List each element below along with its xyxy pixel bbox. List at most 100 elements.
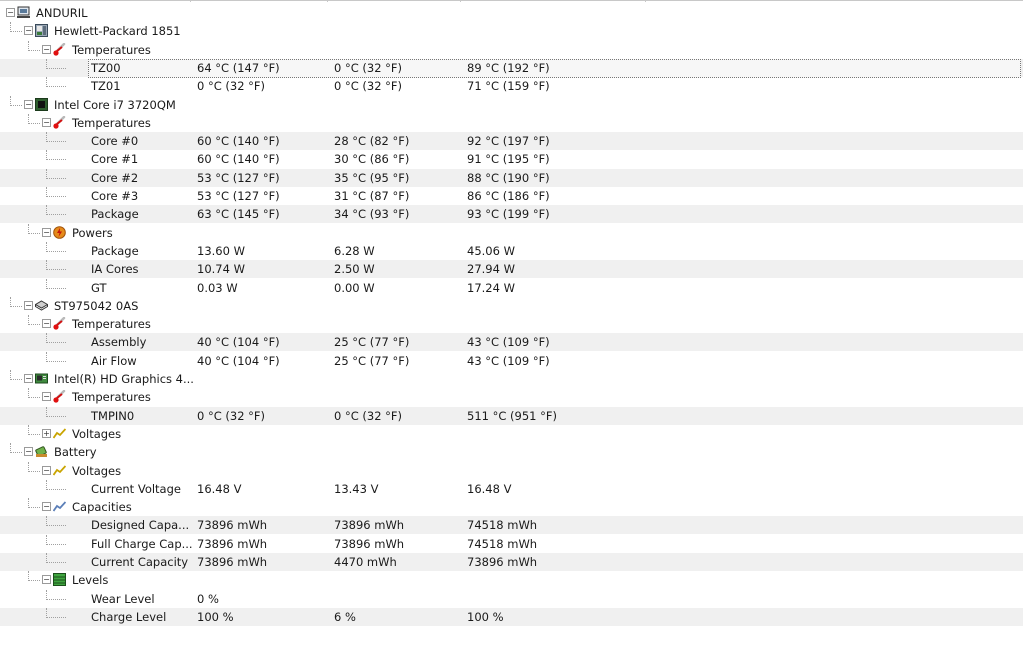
current-value: 73896 mWh <box>197 536 268 551</box>
collapse-toggle[interactable]: − <box>42 117 51 127</box>
sensor-row[interactable]: Air Flow 40 °C (104 °F) 25 °C (77 °F) 43 °C… <box>0 351 1023 370</box>
tree-node-row[interactable]: − Levels <box>0 571 1023 589</box>
tree-connector-line <box>46 616 66 618</box>
sensor-row[interactable]: Package 13.60 W 6.28 W 45.06 W <box>0 241 1023 260</box>
min-value: 6.28 W <box>334 243 375 258</box>
row-label-temperatures: Temperatures <box>72 115 151 130</box>
sensor-row[interactable]: Core #3 53 °C (127 °F) 31 °C (87 °F) 86 °C … <box>0 187 1023 205</box>
sensor-row[interactable]: TMPIN0 0 °C (32 °F) 0 °C (32 °F) 511 °C (95… <box>0 406 1023 425</box>
tree-node-row[interactable]: − Intel Core i7 3720QM <box>0 95 1023 114</box>
min-value: 2.50 W <box>334 262 375 277</box>
sensor-row[interactable]: Designed Capa... 73896 mWh 73896 mWh 74518 … <box>0 516 1023 535</box>
collapse-toggle[interactable]: − <box>42 502 51 512</box>
current-value: 60 °C (140 °F) <box>197 152 280 167</box>
collapse-toggle[interactable]: − <box>42 319 51 329</box>
tree-node-row[interactable]: − Intel(R) HD Graphics 4... <box>0 370 1023 388</box>
voltage-icon <box>52 427 67 440</box>
collapse-toggle[interactable]: − <box>42 227 51 237</box>
collapse-toggle[interactable]: − <box>42 575 51 585</box>
tree-node-row[interactable]: − Temperatures <box>0 388 1023 406</box>
tree-connector-line <box>46 287 66 289</box>
sensor-row[interactable]: TZ00 64 °C (147 °F) 0 °C (32 °F) 89 °C (192… <box>0 58 1023 78</box>
tree-node-row[interactable]: − Capacities <box>0 498 1023 516</box>
row-label-core-1: Core #1 <box>91 152 139 167</box>
tree-connector-line <box>10 370 11 380</box>
sensor-row[interactable]: Package 63 °C (145 °F) 34 °C (93 °F) 93 °C … <box>0 205 1023 224</box>
tree-connector-line <box>28 388 29 399</box>
tree-connector-line <box>10 104 22 106</box>
row-label-tmpin0: TMPIN0 <box>91 408 135 423</box>
tree-node-row[interactable]: − Powers <box>0 223 1023 242</box>
tree-node-row[interactable]: + Voltages <box>0 424 1023 443</box>
tree-node-row[interactable]: − Battery <box>0 443 1023 461</box>
max-value: 100 % <box>467 609 504 624</box>
max-value: 91 °C (195 °F) <box>467 152 550 167</box>
tree-connector-line <box>46 415 66 417</box>
max-value: 45.06 W <box>467 243 515 258</box>
column-separator[interactable] <box>460 0 461 2</box>
tree-node-row[interactable]: − Temperatures <box>0 113 1023 132</box>
current-value: 0 °C (32 °F) <box>197 408 266 423</box>
row-label-capacities: Capacities <box>72 500 132 515</box>
sensor-row[interactable]: Core #0 60 °C (140 °F) 28 °C (82 °F) 92 °C … <box>0 132 1023 151</box>
sensor-row[interactable]: Full Charge Cap... 73896 mWh 73896 mWh 7451… <box>0 534 1023 553</box>
tree-connector-line <box>10 379 22 380</box>
sensor-row[interactable]: TZ01 0 °C (32 °F) 0 °C (32 °F) 71 °C (159 °… <box>0 77 1023 95</box>
sensor-row[interactable]: Current Capacity 73896 mWh 4470 mWh 73896 m… <box>0 553 1023 571</box>
tree-connector-line <box>10 31 22 33</box>
min-value: 0 °C (32 °F) <box>334 408 403 423</box>
column-separator[interactable] <box>190 0 191 2</box>
column-header-border <box>0 0 1023 3</box>
collapse-toggle[interactable]: − <box>42 392 51 402</box>
sensor-row[interactable]: Core #2 53 °C (127 °F) 35 °C (95 °F) 88 °C … <box>0 168 1023 187</box>
column-separator[interactable] <box>327 0 328 2</box>
column-separator[interactable] <box>645 0 646 2</box>
row-label-charge-level: Charge Level <box>91 609 167 624</box>
tree-node-row[interactable]: − Temperatures <box>0 315 1023 333</box>
expand-toggle[interactable]: + <box>42 428 51 438</box>
collapse-toggle[interactable]: − <box>24 374 33 383</box>
tree-connector-line <box>10 22 11 33</box>
tree-connector-line <box>46 360 66 362</box>
tree-connector-line <box>46 351 47 362</box>
sensor-row[interactable]: GT 0.03 W 0.00 W 17.24 W <box>0 278 1023 297</box>
tree-connector-line <box>46 589 47 600</box>
sensor-row[interactable]: IA Cores 10.74 W 2.50 W 27.94 W <box>0 260 1023 279</box>
row-label-full-charge-cap: Full Charge Cap... <box>91 536 193 551</box>
current-value: 40 °C (104 °F) <box>197 335 280 350</box>
current-value: 0 °C (32 °F) <box>197 79 266 94</box>
current-value: 53 °C (127 °F) <box>197 189 280 203</box>
collapse-toggle[interactable]: − <box>24 99 33 109</box>
tree-node-row[interactable]: − ST975042 0AS <box>0 296 1023 315</box>
collapse-toggle[interactable]: − <box>24 447 33 457</box>
row-label-package: Package <box>91 243 139 258</box>
power-icon <box>53 225 66 239</box>
tree-connector-line <box>46 67 66 69</box>
tree-node-row[interactable]: − Temperatures <box>0 40 1023 59</box>
row-label-voltages: Voltages <box>72 463 122 478</box>
row-label-intel-r-hd-graphics-4: Intel(R) HD Graphics 4... <box>54 372 194 386</box>
tree-node-row[interactable]: − ANDURIL <box>0 4 1023 22</box>
tree-node-row[interactable]: − Hewlett-Packard 1851 <box>0 22 1023 40</box>
row-label-anduril: ANDURIL <box>36 6 88 20</box>
tree-node-row[interactable]: − Voltages <box>0 461 1023 480</box>
min-value: 31 °C (87 °F) <box>334 189 410 203</box>
collapse-toggle[interactable]: − <box>24 300 33 310</box>
tree-connector-line <box>46 150 47 161</box>
sensor-row[interactable]: Core #1 60 °C (140 °F) 30 °C (86 °F) 91 °C … <box>0 150 1023 168</box>
sensor-row[interactable]: Charge Level 100 % 6 % 100 % <box>0 607 1023 626</box>
collapse-toggle[interactable]: − <box>24 26 33 36</box>
collapse-toggle[interactable]: − <box>42 44 51 54</box>
sensor-row[interactable]: Assembly 40 °C (104 °F) 25 °C (77 °F) 43 °C… <box>0 333 1023 352</box>
tree-connector-line <box>10 305 22 307</box>
min-value: 25 °C (77 °F) <box>334 353 410 368</box>
collapse-toggle[interactable]: − <box>6 8 15 17</box>
sensor-row[interactable]: Current Voltage 16.48 V 13.43 V 16.48 V <box>0 479 1023 498</box>
tree-connector-line <box>46 196 66 197</box>
row-label-powers: Powers <box>72 225 113 240</box>
sensor-row[interactable]: Wear Level 0 % <box>0 589 1023 608</box>
min-value: 13.43 V <box>334 481 379 496</box>
row-label-core-0: Core #0 <box>91 134 139 149</box>
collapse-toggle[interactable]: − <box>42 465 51 475</box>
